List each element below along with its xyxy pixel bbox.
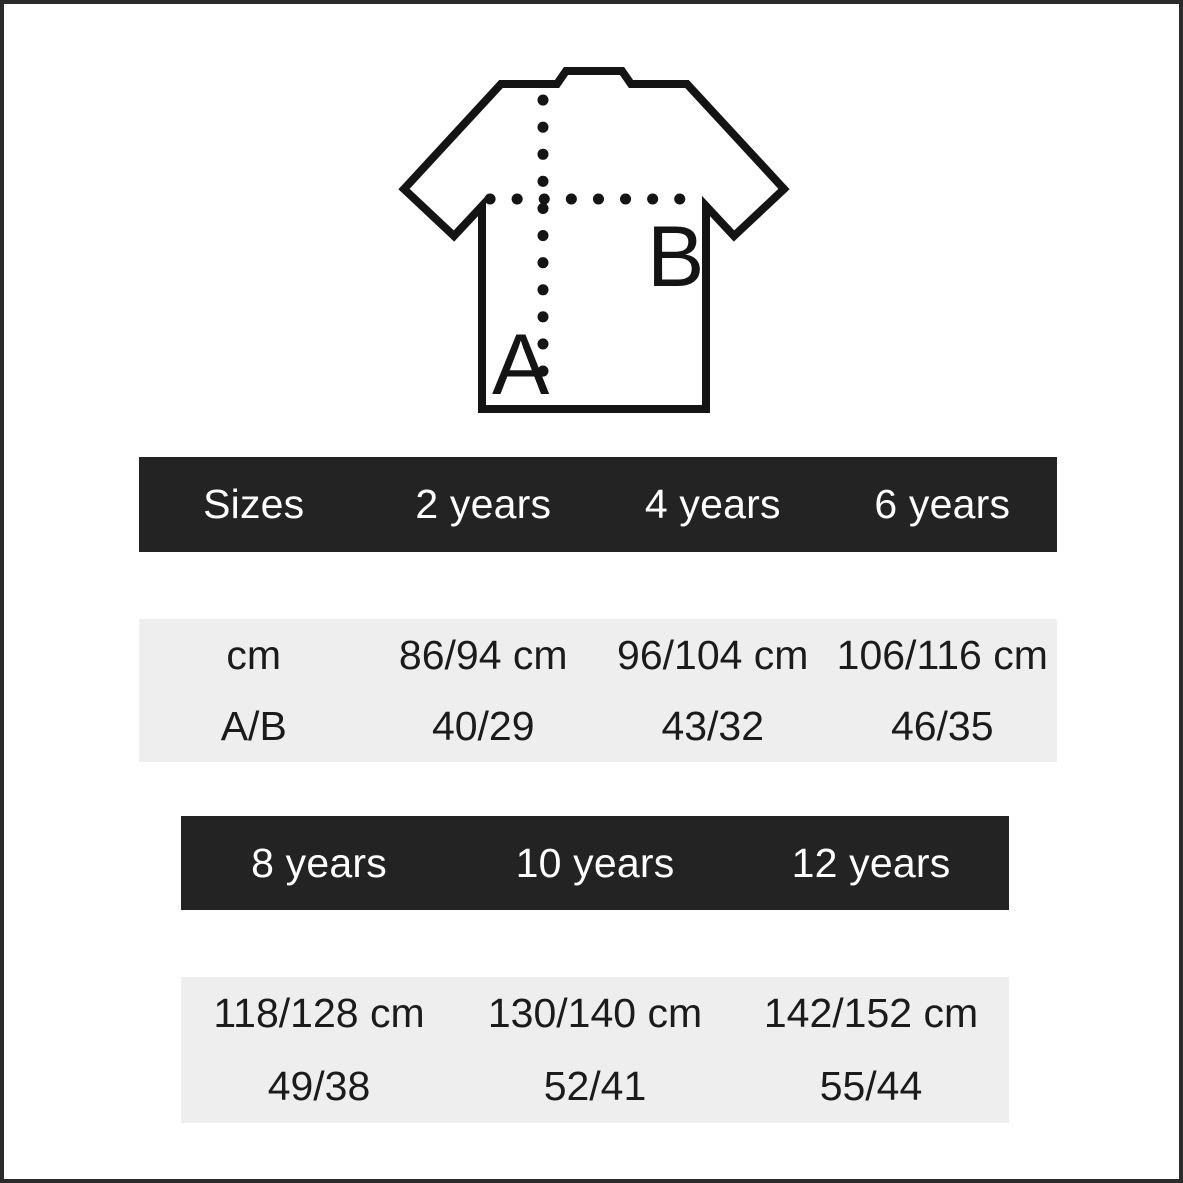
size-table-2: 8 years 10 years 12 years 118/128 cm 130… xyxy=(181,816,1009,1123)
size-table-2-body: 118/128 cm 130/140 cm 142/152 cm 49/38 5… xyxy=(181,977,1009,1123)
header-cell-2-years: 2 years xyxy=(415,481,552,527)
table-row: 49/38 52/41 55/44 xyxy=(181,1050,1009,1123)
length-label: A xyxy=(492,317,550,413)
cell-cm-8-years: 118/128 cm xyxy=(213,990,425,1036)
t-shirt-outline-icon xyxy=(398,67,790,413)
cell-ab-6-years: 46/35 xyxy=(890,702,994,749)
header-cell-6-years: 6 years xyxy=(874,481,1011,527)
width-label: B xyxy=(647,209,704,305)
header-cell-sizes: Sizes xyxy=(203,481,305,527)
cell-cm-10-years: 130/140 cm xyxy=(487,990,703,1036)
header-cell-4-years: 4 years xyxy=(644,481,781,527)
table-row: cm 86/94 cm 96/104 cm 106/116 cm xyxy=(139,620,1057,691)
cell-cm-2-years: 86/94 cm xyxy=(398,631,568,678)
row-label-cm: cm xyxy=(226,631,282,678)
cell-ab-12-years: 55/44 xyxy=(819,1063,923,1109)
table-row: 118/128 cm 130/140 cm 142/152 cm xyxy=(181,977,1009,1050)
cell-ab-8-years: 49/38 xyxy=(267,1063,371,1109)
cell-ab-2-years: 40/29 xyxy=(431,702,535,749)
t-shirt-measurement-diagram: A B xyxy=(394,54,794,424)
cell-ab-4-years: 43/32 xyxy=(661,702,765,749)
size-table-1-header-row: Sizes 2 years 4 years 6 years xyxy=(139,457,1057,552)
size-table-1: Sizes 2 years 4 years 6 years cm 86/94 c… xyxy=(139,457,1057,762)
cell-cm-4-years: 96/104 cm xyxy=(617,631,809,678)
header-cell-10-years: 10 years xyxy=(515,839,675,886)
size-table-2-header-row: 8 years 10 years 12 years xyxy=(181,816,1009,910)
row-label-ab: A/B xyxy=(220,702,287,749)
size-table-1-body: cm 86/94 cm 96/104 cm 106/116 cm A/B 40/… xyxy=(139,619,1057,762)
cell-cm-6-years: 106/116 cm xyxy=(836,631,1048,678)
table-row: A/B 40/29 43/32 46/35 xyxy=(139,691,1057,762)
cell-ab-10-years: 52/41 xyxy=(543,1063,647,1109)
cell-cm-12-years: 142/152 cm xyxy=(763,990,979,1036)
header-cell-12-years: 12 years xyxy=(791,839,951,886)
header-cell-8-years: 8 years xyxy=(251,839,387,886)
